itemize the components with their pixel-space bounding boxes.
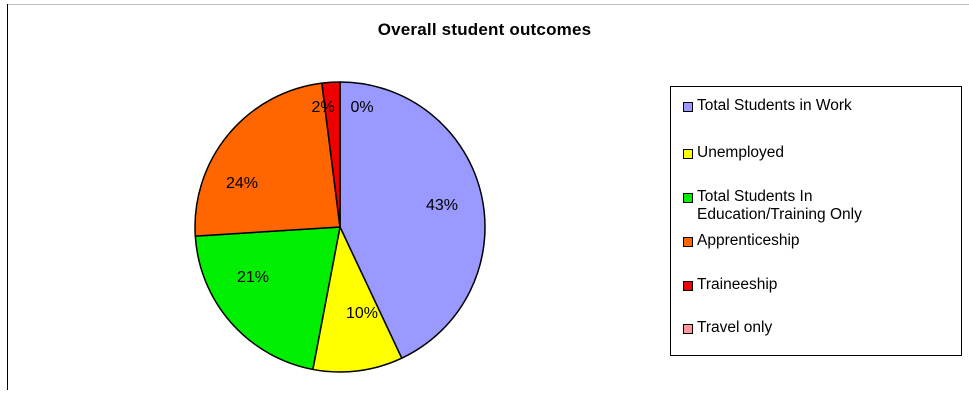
legend-label: Traineeship	[697, 276, 778, 293]
pie-value-label-5: 0%	[350, 99, 373, 116]
legend-swatch	[683, 324, 693, 334]
legend-label: Apprenticeship	[697, 232, 800, 249]
pie-value-label-4: 2%	[311, 99, 334, 116]
legend-label: Total Students in Work	[697, 97, 852, 114]
pie-slice-4	[321, 81, 341, 228]
legend-label: Unemployed	[697, 144, 785, 161]
legend-item-education-training: Total Students In Education/Training Onl…	[683, 188, 862, 224]
pie-value-label-2: 21%	[237, 269, 269, 286]
chart-frame-top-border	[7, 4, 969, 5]
legend-swatch	[683, 237, 693, 247]
legend-swatch	[683, 281, 693, 291]
legend-item-apprenticeship: Apprenticeship	[683, 232, 800, 250]
pie-slice-3	[194, 82, 341, 237]
legend-item-unemployed: Unemployed	[683, 144, 784, 162]
legend-item-traineeship: Traineeship	[683, 276, 777, 294]
legend-item-travel-only: Travel only	[683, 319, 772, 337]
chart-legend: Total Students in Work Unemployed Total …	[670, 86, 962, 356]
pie-slice-0	[339, 81, 486, 359]
legend-label: Travel only	[697, 319, 773, 336]
legend-item-total-students-in-work: Total Students in Work	[683, 97, 852, 115]
pie-value-label-0: 43%	[426, 197, 458, 214]
legend-label: Total Students In Education/Training Onl…	[697, 188, 862, 223]
chart-frame-left-border	[7, 4, 8, 390]
legend-swatch	[683, 149, 693, 159]
chart-title: Overall student outcomes	[377, 20, 592, 39]
legend-swatch	[683, 193, 693, 203]
pie-slice-2	[194, 226, 341, 371]
pie-value-labels: 43% 10% 21% 24% 2% 0%	[226, 99, 458, 322]
legend-swatch	[683, 102, 693, 112]
pie-value-label-3: 24%	[226, 175, 258, 192]
pie-value-label-1: 10%	[346, 305, 378, 322]
pie-slices	[194, 81, 486, 373]
pie-slice-1	[312, 226, 403, 373]
